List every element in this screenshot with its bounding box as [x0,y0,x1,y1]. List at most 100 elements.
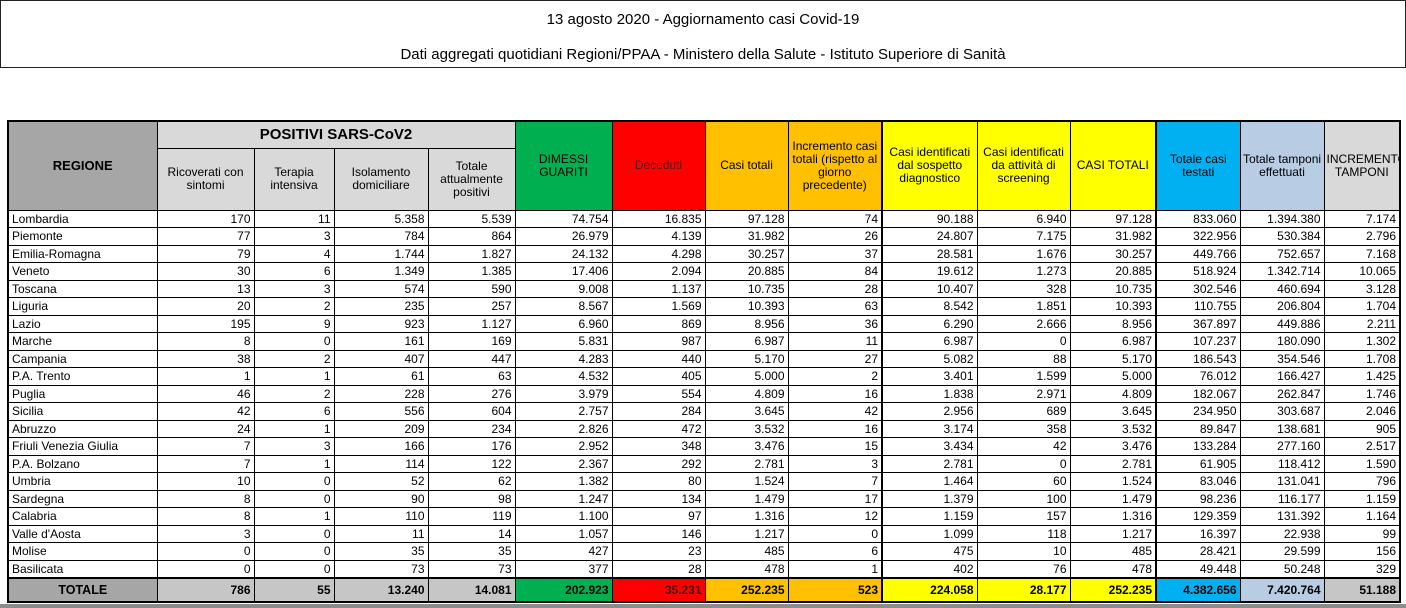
value-cell: 31.982 [1069,227,1157,246]
value-cell: 15 [787,437,883,456]
value-cell: 0 [976,454,1071,473]
table-footer: TOTALE 786 55 13.240 14.081 202.923 35.2… [7,576,1401,602]
value-cell: 170 [156,209,255,228]
value-cell: 7.168 [1323,244,1401,263]
value-cell: 3.476 [704,437,789,456]
value-cell: 604 [427,402,516,421]
total-cell: 202.923 [514,576,613,602]
value-cell: 74.754 [514,209,613,228]
value-cell: 30.257 [704,244,789,263]
value-cell: 6 [253,262,335,281]
table-row: Calabria 8 1 110 119 1.100 97 1.316 12 1… [7,507,1401,526]
total-cell: 35.231 [611,576,706,602]
value-cell: 0 [156,559,255,578]
value-cell: 1.159 [881,507,978,526]
value-cell: 10 [156,472,255,491]
value-cell: 228 [333,384,429,403]
value-cell: 8.956 [704,314,789,333]
value-cell: 23 [611,542,706,561]
value-cell: 8.542 [881,297,978,316]
value-cell: 354.546 [1239,349,1325,368]
value-cell: 97 [611,507,706,526]
value-cell: 2.046 [1323,402,1401,421]
value-cell: 1.827 [427,244,516,263]
value-cell: 1.479 [704,489,789,508]
value-cell: 122 [427,454,516,473]
value-cell: 16 [787,384,883,403]
value-cell: 478 [1069,559,1157,578]
value-cell: 257 [427,297,516,316]
value-cell: 22.938 [1239,524,1325,543]
value-cell: 2.666 [976,314,1071,333]
value-cell: 0 [976,332,1071,351]
col-header-dimessi-guariti: DIMESSI GUARITI [514,120,613,211]
value-cell: 28.581 [881,244,978,263]
region-name: Sardegna [7,489,158,508]
value-cell: 20 [156,297,255,316]
value-cell: 1.217 [1069,524,1157,543]
value-cell: 6.290 [881,314,978,333]
value-cell: 447 [427,349,516,368]
value-cell: 206.804 [1239,297,1325,316]
covid-data-table: REGIONE POSITIVI SARS-CoV2 DIMESSI GUARI… [7,120,1402,603]
value-cell: 27 [787,349,883,368]
value-cell: 1.524 [704,472,789,491]
value-cell: 518.924 [1155,262,1241,281]
value-cell: 129.359 [1155,507,1241,526]
value-cell: 100 [976,489,1071,508]
value-cell: 182.067 [1155,384,1241,403]
value-cell: 5.831 [514,332,613,351]
value-cell: 61 [333,367,429,386]
col-header-totale-casi-testati: Totale casi testati [1155,120,1241,211]
value-cell: 5.358 [333,209,429,228]
table-row: Lombardia 170 11 5.358 5.539 74.754 16.8… [7,209,1401,228]
value-cell: 833.060 [1155,209,1241,228]
total-label: TOTALE [7,576,158,602]
value-cell: 60 [976,472,1071,491]
value-cell: 209 [333,419,429,438]
value-cell: 1 [253,507,335,526]
value-cell: 16.397 [1155,524,1241,543]
table-row: Emilia-Romagna 79 4 1.744 1.827 24.132 4… [7,244,1401,263]
table-row: Lazio 195 9 923 1.127 6.960 869 8.956 36… [7,314,1401,333]
value-cell: 4.139 [611,227,706,246]
value-cell: 1.708 [1323,349,1401,368]
value-cell: 11 [787,332,883,351]
value-cell: 46 [156,384,255,403]
value-cell: 303.687 [1239,402,1325,421]
value-cell: 19.612 [881,262,978,281]
value-cell: 530.384 [1239,227,1325,246]
value-cell: 8 [156,507,255,526]
value-cell: 38 [156,349,255,368]
window-bottom-edge [0,604,1406,608]
value-cell: 5.082 [881,349,978,368]
value-cell: 110 [333,507,429,526]
value-cell: 3 [787,454,883,473]
value-cell: 14 [427,524,516,543]
value-cell: 30.257 [1069,244,1157,263]
value-cell: 50.248 [1239,559,1325,578]
value-cell: 4.298 [611,244,706,263]
value-cell: 2 [253,384,335,403]
value-cell: 3.128 [1323,279,1401,298]
table-row: Campania 38 2 407 447 4.283 440 5.170 27… [7,349,1401,368]
value-cell: 460.694 [1239,279,1325,298]
value-cell: 1.164 [1323,507,1401,526]
region-name: Abruzzo [7,419,158,438]
value-cell: 74 [787,209,883,228]
value-cell: 3.174 [881,419,978,438]
value-cell: 234 [427,419,516,438]
value-cell: 0 [253,472,335,491]
region-name: Lazio [7,314,158,333]
value-cell: 864 [427,227,516,246]
value-cell: 26.979 [514,227,613,246]
value-cell: 1.316 [1069,507,1157,526]
value-cell: 2.211 [1323,314,1401,333]
value-cell: 7 [156,437,255,456]
value-cell: 35 [333,542,429,561]
col-header-incremento-casi-totali: Incremento casi totali (rispetto al gior… [787,120,883,211]
value-cell: 1 [253,367,335,386]
value-cell: 3 [253,279,335,298]
value-cell: 6 [253,402,335,421]
value-cell: 3 [253,437,335,456]
